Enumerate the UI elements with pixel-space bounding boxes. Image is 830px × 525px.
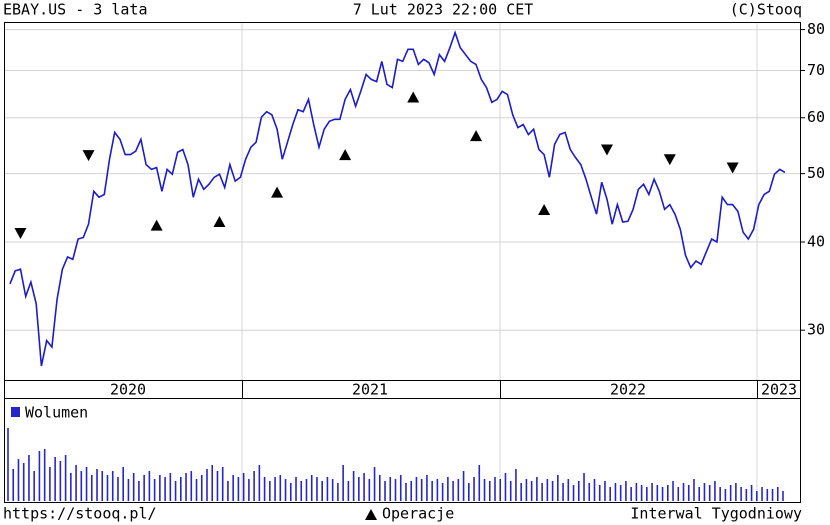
y-tick-label: 80 <box>807 20 825 38</box>
volume-legend-swatch <box>11 407 20 417</box>
legend-triangle <box>365 509 377 520</box>
header-right: (C)Stooq <box>730 1 802 19</box>
signal-down <box>600 144 613 156</box>
signal-up <box>407 91 420 103</box>
price-line <box>9 30 786 367</box>
year-label: 2021 <box>352 381 388 399</box>
volume-legend: Wolumen <box>25 404 88 422</box>
signal-down <box>14 227 27 239</box>
y-tick-label: 50 <box>807 164 825 182</box>
volume-frame <box>4 398 801 503</box>
y-tick-label: 70 <box>807 61 825 79</box>
footer-right: Interwal Tygodniowy <box>630 505 802 523</box>
footer-legend: Operacje <box>382 505 454 523</box>
signal-down <box>726 162 739 174</box>
signal-up <box>470 130 483 142</box>
footer-left: https://stooq.pl/ <box>3 505 157 523</box>
price-frame <box>4 22 801 381</box>
year-label: 2022 <box>610 381 646 399</box>
year-label: 2020 <box>110 381 146 399</box>
y-tick-label: 40 <box>807 233 825 251</box>
y-tick-label: 60 <box>807 108 825 126</box>
grid <box>241 22 758 502</box>
signal-up <box>213 215 226 227</box>
header-center: 7 Lut 2023 22:00 CET <box>353 1 534 19</box>
signal-up <box>150 219 163 231</box>
signal-up <box>271 186 284 198</box>
y-tick-label: 30 <box>807 321 825 339</box>
header-left: EBAY.US - 3 lata <box>3 1 148 19</box>
signal-up <box>538 204 551 216</box>
signal-down <box>663 154 676 166</box>
signal-down <box>82 150 95 162</box>
year-label: 2023 <box>761 381 797 399</box>
signal-up <box>339 149 352 161</box>
